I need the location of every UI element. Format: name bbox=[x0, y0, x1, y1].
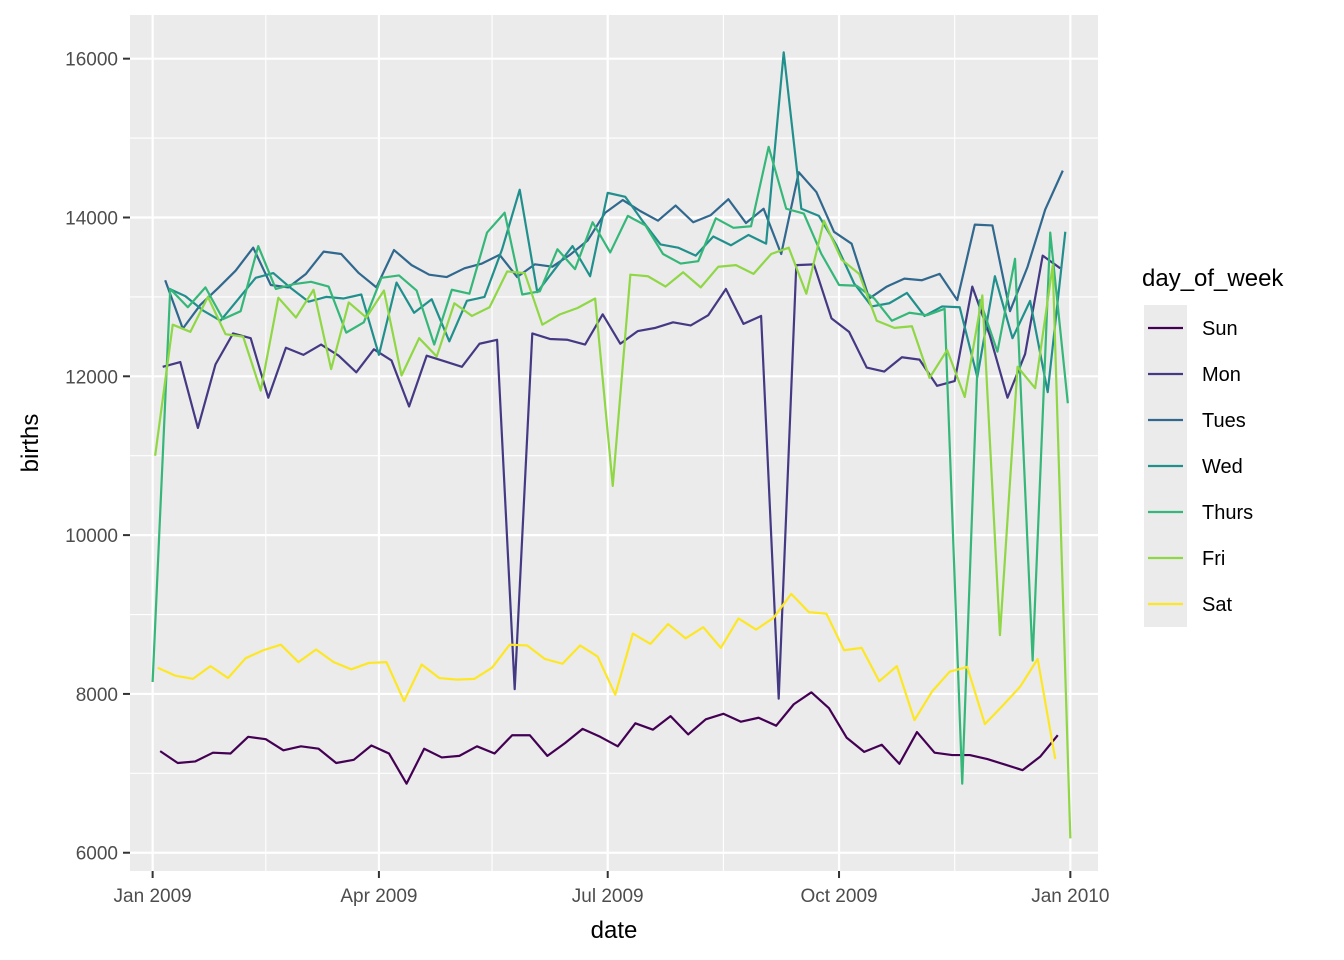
x-tick-label-4: Jan 2010 bbox=[1031, 886, 1109, 907]
legend-label-sat: Sat bbox=[1202, 594, 1232, 616]
legend-title: day_of_week bbox=[1142, 265, 1284, 292]
series-line-mon bbox=[162, 254, 1061, 700]
x-tick-label-3: Oct 2009 bbox=[800, 886, 877, 907]
x-tick-label-0: Jan 2009 bbox=[114, 886, 192, 907]
series-line-tues bbox=[164, 170, 1064, 330]
y-tick-label-1: 8000 bbox=[76, 685, 118, 706]
x-tick-label-2: Jul 2009 bbox=[572, 886, 644, 907]
legend-label-thurs: Thurs bbox=[1202, 502, 1253, 524]
x-axis: Jan 2009 Apr 2009 Jul 2009 Oct 2009 Jan 2010 bbox=[114, 871, 1109, 907]
y-tick-label-3: 12000 bbox=[65, 367, 118, 388]
legend-label-sun: Sun bbox=[1202, 318, 1238, 340]
series-line-fri bbox=[154, 219, 1072, 839]
series-line-sat bbox=[157, 592, 1057, 760]
series-lines bbox=[151, 51, 1072, 839]
legend-label-fri: Fri bbox=[1202, 548, 1225, 570]
y-axis-title: births bbox=[17, 414, 44, 473]
y-tick-label-2: 10000 bbox=[65, 526, 118, 547]
series-line-sun bbox=[159, 691, 1059, 785]
grid-minor bbox=[130, 15, 1098, 871]
y-tick-label-0: 6000 bbox=[76, 844, 118, 865]
plot-panel bbox=[130, 15, 1098, 871]
y-tick-label-5: 16000 bbox=[65, 50, 118, 71]
x-axis-title: date bbox=[591, 917, 638, 944]
legend-label-mon: Mon bbox=[1202, 364, 1241, 386]
legend-items: Sun Mon Tues Wed Thurs Fri Sat bbox=[1144, 305, 1253, 627]
y-axis: 6000 8000 10000 12000 14000 16000 bbox=[65, 50, 130, 865]
series-line-thurs bbox=[151, 145, 1069, 785]
legend: day_of_week Sun Mon Tues Wed Thurs Fri Sat bbox=[1142, 265, 1284, 627]
x-tick-label-1: Apr 2009 bbox=[340, 886, 417, 907]
legend-label-wed: Wed bbox=[1202, 456, 1243, 478]
series-line-wed bbox=[167, 51, 1067, 394]
y-tick-label-4: 14000 bbox=[65, 208, 118, 229]
legend-label-tues: Tues bbox=[1202, 410, 1246, 432]
